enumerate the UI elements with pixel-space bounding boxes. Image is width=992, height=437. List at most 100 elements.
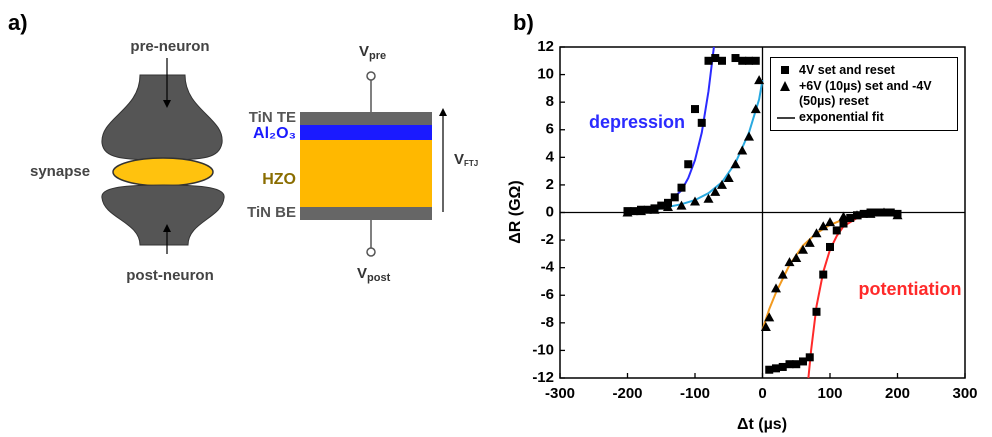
point [852,210,862,220]
point [643,205,652,214]
layer-label: TiN BE [247,204,296,221]
point [818,221,829,231]
point [892,210,903,220]
point [886,208,895,217]
point [710,186,721,196]
point [812,307,821,316]
x-tick-label: 300 [952,385,977,402]
layer-label: TiN TE [249,109,296,126]
point [865,208,876,218]
y-tick-label: 12 [537,38,554,55]
point [738,56,747,65]
plot-area: -12 -10 -8 -6 -4 -2 0 2 4 6 8 10 12 -300 -200 -100 0 100 2… [532,38,977,402]
x-tick-label: 100 [817,385,842,402]
annotation: depression [589,112,685,132]
point [798,244,808,254]
layer-tin-te [300,112,432,125]
v-subscript: FTJ [464,159,478,168]
point [730,159,741,169]
point [784,257,795,267]
point [697,118,706,127]
point [832,226,841,235]
point [799,357,807,366]
point [839,219,848,228]
point [704,56,713,65]
point [754,75,765,85]
terminal [366,71,376,81]
legend-item: +6V (10µs) set and -4V (50µs) reset [777,79,951,109]
v-pre: Vpre [359,43,386,62]
legend-item: exponential fit [777,110,951,125]
legend-text: 4V set and reset [799,63,895,77]
legend-text: +6V (10µs) set and -4V (50µs) reset [799,79,932,108]
y-tick-label: 6 [546,121,554,138]
point [765,365,774,374]
point [691,105,699,114]
point [636,206,646,216]
point [846,214,855,223]
point [825,217,835,227]
legend-marker [780,81,790,91]
point [684,160,693,169]
legend-marker [781,66,789,74]
point [838,211,849,221]
point [873,208,882,217]
y-tick-label: -8 [541,314,554,331]
point [676,200,687,210]
layer-tin-be [300,207,432,220]
y-tick-label: 4 [546,148,555,165]
y-tick-label: -6 [541,286,554,303]
point [670,193,679,202]
layer-al2o3 [300,125,432,140]
v-symbol: V [359,43,369,60]
terminal [366,247,376,257]
v-post: Vpost [357,265,391,284]
point [791,253,802,263]
layer-hzo [300,140,432,207]
point [751,56,760,65]
point [690,196,700,206]
y-tick-label: 8 [546,93,554,110]
v-symbol: V [454,151,464,168]
y-tick-label: 2 [546,176,554,193]
x-axis-label: Δt (µs) [737,416,787,433]
synapse-label: synapse [30,163,90,180]
x-tick-label: -300 [545,385,575,402]
y-tick-label: 10 [537,66,554,83]
point [657,201,666,210]
x-tick-label: 200 [885,385,910,402]
y-tick-label: 0 [546,203,554,220]
point [811,228,822,238]
point [718,56,726,65]
point [744,131,754,141]
point [772,364,780,373]
point [723,173,734,183]
x-tick-label: -200 [612,385,642,402]
v-subscript: pre [369,50,386,62]
point [745,56,753,65]
point [677,183,686,192]
synapse-shape [112,157,214,187]
legend: 4V set and reset +6V (10µs) set and -4V … [770,57,958,131]
point [819,270,828,279]
legend-item: 4V set and reset [777,63,951,78]
post-neuron-shape [101,184,225,246]
point [622,207,633,217]
point [805,353,814,362]
y-tick-label: -4 [541,259,555,276]
point [703,193,714,203]
point [649,204,660,214]
x-tick-label: 0 [758,385,766,402]
point [859,209,868,218]
point [630,207,639,216]
annotation: potentiation [859,279,962,299]
point [785,360,794,369]
point [750,104,761,114]
point [826,242,834,251]
v-ftj: VFTJ [454,151,478,168]
legend-text: exponential fit [799,110,884,124]
v-symbol: V [357,265,367,282]
point [771,283,781,293]
